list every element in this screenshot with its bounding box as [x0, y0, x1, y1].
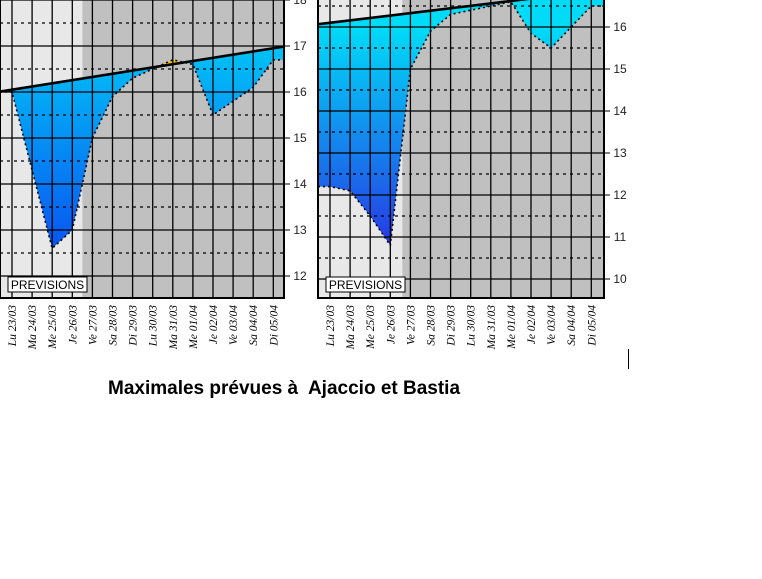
date-label: Lu 30/03 [466, 305, 478, 347]
y-tick-label: 14 [293, 177, 307, 191]
previsions-label: PREVISIONS [329, 278, 402, 292]
previsions-label: PREVISIONS [11, 278, 84, 292]
chart-1: PREVISIONS 10 11 12 13 14 15 16 Lu 23/03 Ma 24/03… [317, 0, 627, 351]
date-label: Sa 28/03 [426, 305, 438, 346]
date-label: Je 26/03 [385, 305, 397, 345]
y-tick-label: 10 [613, 272, 627, 286]
y-tick-label: 14 [613, 104, 627, 118]
y-tick-label: 15 [613, 62, 627, 76]
y-tick-label: 12 [613, 188, 627, 202]
plot-border [0, 0, 285, 299]
plot-area: PREVISIONS [318, 0, 604, 298]
date-label: Lu 23/03 [325, 305, 337, 347]
date-label: Lu 23/03 [7, 305, 19, 347]
chart-0: PREVISIONS 12 13 14 15 16 17 18 Lu 23/03 Ma 24/03… [0, 0, 307, 350]
plot-border [317, 0, 605, 299]
text-cursor [628, 349, 629, 369]
forecast-line [318, 0, 604, 248]
date-label: Di 29/03 [446, 305, 458, 347]
previsions-box-frame [325, 276, 406, 293]
date-label: Ve 03/04 [546, 305, 558, 345]
y-tick-label: 11 [614, 230, 627, 244]
date-label: Me 25/03 [365, 305, 377, 350]
date-label: Ve 27/03 [405, 305, 417, 345]
date-label: Di 05/04 [586, 305, 598, 347]
y-tick-label: 16 [613, 20, 627, 34]
forecast-background [402, 0, 604, 298]
date-label: Ma 24/03 [27, 305, 39, 351]
date-label: Di 05/04 [268, 305, 280, 347]
previsions-box: PREVISIONS [7, 276, 88, 293]
y-tick-label: 17 [293, 39, 307, 53]
normal-line [318, 0, 530, 26]
date-label: Je 02/04 [526, 305, 538, 345]
date-label: Me 25/03 [47, 305, 59, 350]
date-label: Ve 03/04 [228, 305, 240, 345]
date-label: Ma 31/03 [168, 305, 180, 351]
normal-line [0, 45, 284, 93]
date-label: Ve 27/03 [87, 305, 99, 345]
date-label: Ma 24/03 [345, 305, 357, 351]
date-label: Sa 04/04 [566, 305, 578, 346]
date-label: Lu 30/03 [148, 305, 160, 347]
below-normal-area [318, 0, 604, 246]
y-tick-label: 13 [293, 223, 307, 237]
y-tick-label: 12 [293, 269, 307, 283]
previsions-box: PREVISIONS [325, 276, 406, 293]
y-tick-label: 13 [613, 146, 627, 160]
chart-title: Maximales prévues à Ajaccio et Bastia [108, 378, 461, 399]
date-label: Je 26/03 [67, 305, 79, 345]
date-label: Di 29/03 [128, 305, 140, 347]
previsions-box-frame [7, 276, 88, 293]
date-label: Me 01/04 [188, 305, 200, 350]
y-tick-label: 16 [293, 85, 307, 99]
date-label: Sa 04/04 [248, 305, 260, 346]
date-label: Je 02/04 [208, 305, 220, 345]
date-label: Ma 31/03 [486, 305, 498, 351]
plot-area: PREVISIONS [0, 0, 284, 298]
date-label: Sa 28/03 [108, 305, 120, 346]
date-label: Me 01/04 [506, 305, 518, 350]
forecast-background [82, 0, 284, 298]
y-tick-label: 18 [293, 0, 307, 7]
y-tick-label: 15 [293, 131, 307, 145]
